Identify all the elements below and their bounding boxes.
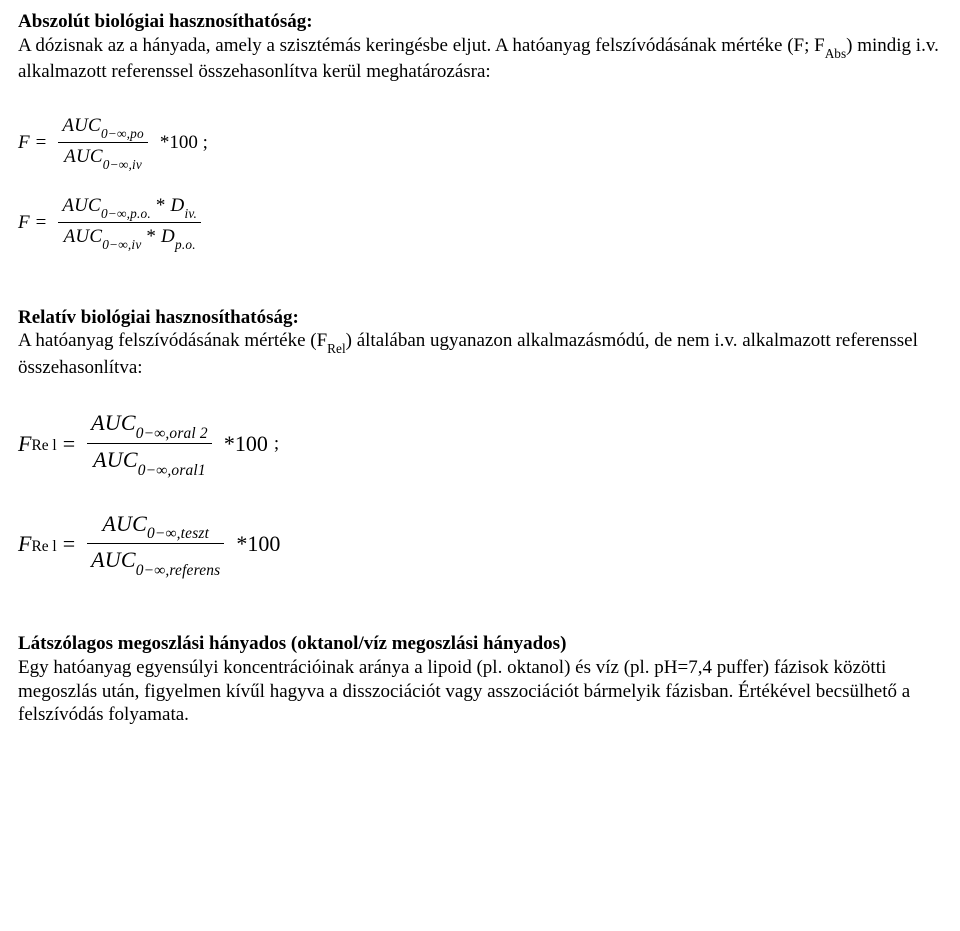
heading-relative: Relatív biológiai hasznosíthatóság: [18, 306, 942, 330]
formula-frel-test-ref: FRe l = AUC0−∞,teszt AUC0−∞,referens *10… [18, 508, 942, 580]
section-absolute-bioavailability: Abszolút biológiai hasznosíthatóság: A d… [18, 10, 942, 84]
formula1-eq: = [36, 131, 47, 155]
formula-row-1: F = AUC0−∞,po AUC0−∞,iv *100 ; [18, 112, 942, 174]
gap-1 [18, 282, 942, 306]
heading-partition-text: Látszólagos megoszlási hányados (oktanol… [18, 633, 566, 654]
body-absolute-sub: Abs [825, 46, 846, 61]
formula4-den-main: AUC [91, 547, 136, 572]
body-absolute-lead: A dózisnak az a hányada, amely a sziszté… [18, 35, 825, 56]
gap-2 [18, 608, 942, 632]
formula3-lhs: FRe l [18, 430, 57, 458]
heading-relative-text: Relatív biológiai hasznosíthatóság: [18, 307, 299, 328]
formula1-den-main: AUC [64, 146, 103, 167]
formula2-lhs-sym: F [18, 211, 30, 235]
formula1-den-sub: 0−∞,iv [103, 157, 142, 172]
formula1-den: AUC0−∞,iv [60, 143, 146, 173]
body-absolute: A dózisnak az a hányada, amely a sziszté… [18, 34, 942, 84]
formula2-num-a-main: AUC [62, 195, 101, 216]
formula3-tail: *100 [224, 430, 268, 458]
formula1-num-main: AUC [62, 115, 101, 136]
heading-absolute: Abszolút biológiai hasznosíthatóság: [18, 10, 942, 34]
heading-absolute-text: Abszolút biológiai hasznosíthatóság: [18, 11, 313, 32]
formula2-den: AUC0−∞,iv * Dp.o. [60, 223, 200, 253]
formula3-num-sub: 0−∞,oral 2 [136, 425, 208, 442]
formula2-num-b-main: D [171, 195, 185, 216]
formula2-lhs: F [18, 211, 30, 235]
formula3-num: AUC0−∞,oral 2 [87, 407, 212, 443]
formula3-eq: = [63, 430, 75, 458]
formula2-eq: = [36, 211, 47, 235]
formula2-den-b-sub: p.o. [175, 237, 196, 252]
formula4-num-sub: 0−∞,teszt [147, 525, 209, 542]
formula-row-2: F = AUC0−∞,p.o. * Div. AUC0−∞,iv * Dp.o. [18, 192, 942, 254]
formula2-num-b-sub: iv. [184, 206, 197, 221]
formula4-tail: *100 [236, 530, 280, 558]
formula3-den-sub: 0−∞,oral1 [138, 462, 206, 479]
formula2-den-a-main: AUC [64, 226, 103, 247]
formula4-frac: AUC0−∞,teszt AUC0−∞,referens [87, 508, 224, 580]
formula2-num: AUC0−∞,p.o. * Div. [58, 192, 201, 222]
formula3-num-main: AUC [91, 410, 136, 435]
formula-row-4: FRe l = AUC0−∞,teszt AUC0−∞,referens *10… [18, 508, 942, 580]
formula3-lhs-sub: Re l [31, 436, 56, 455]
heading-partition: Látszólagos megoszlási hányados (oktanol… [18, 632, 942, 656]
formula2-frac: AUC0−∞,p.o. * Div. AUC0−∞,iv * Dp.o. [58, 192, 201, 254]
formula-row-3: FRe l = AUC0−∞,oral 2 AUC0−∞,oral1 *100 … [18, 407, 942, 479]
formula-f-po-iv: F = AUC0−∞,po AUC0−∞,iv *100 ; F = AUC0−… [18, 112, 942, 254]
formula3-frac: AUC0−∞,oral 2 AUC0−∞,oral1 [87, 407, 212, 479]
formula2-den-a-sub: 0−∞,iv [102, 237, 141, 252]
formula2-den-b-main: D [161, 226, 175, 247]
body-relative-sub: Rel [327, 341, 345, 356]
formula1-num-sub: 0−∞,po [101, 126, 144, 141]
section-relative-bioavailability: Relatív biológiai hasznosíthatóság: A ha… [18, 306, 942, 380]
formula1-lhs-sym: F [18, 131, 30, 155]
formula4-den-sub: 0−∞,referens [136, 562, 221, 579]
section-partition-coefficient: Látszólagos megoszlási hányados (oktanol… [18, 632, 942, 727]
formula-frel-oral: FRe l = AUC0−∞,oral 2 AUC0−∞,oral1 *100 … [18, 407, 942, 479]
formula4-lhs-sub: Re l [31, 537, 56, 556]
formula1-lhs: F [18, 131, 30, 155]
formula2-num-star: * [151, 195, 171, 216]
formula3-den-main: AUC [93, 447, 138, 472]
formula4-lhs-main: F [18, 530, 31, 558]
formula1-tail: *100 ; [160, 131, 208, 155]
formula4-num: AUC0−∞,teszt [98, 508, 213, 544]
formula3-lhs-main: F [18, 430, 31, 458]
body-relative: A hatóanyag felszívódásának mértéke (FRe… [18, 329, 942, 379]
formula1-num: AUC0−∞,po [58, 112, 148, 142]
formula3-semi: ; [274, 432, 279, 456]
formula3-den: AUC0−∞,oral1 [89, 444, 210, 480]
formula4-lhs: FRe l [18, 530, 57, 558]
formula2-num-a-sub: 0−∞,p.o. [101, 206, 151, 221]
body-relative-lead: A hatóanyag felszívódásának mértéke (F [18, 330, 327, 351]
body-partition: Egy hatóanyag egyensúlyi koncentrációina… [18, 656, 942, 727]
formula1-frac: AUC0−∞,po AUC0−∞,iv [58, 112, 148, 174]
formula2-den-star: * [141, 226, 161, 247]
formula4-num-main: AUC [102, 511, 147, 536]
formula4-den: AUC0−∞,referens [87, 544, 224, 580]
formula4-eq: = [63, 530, 75, 558]
